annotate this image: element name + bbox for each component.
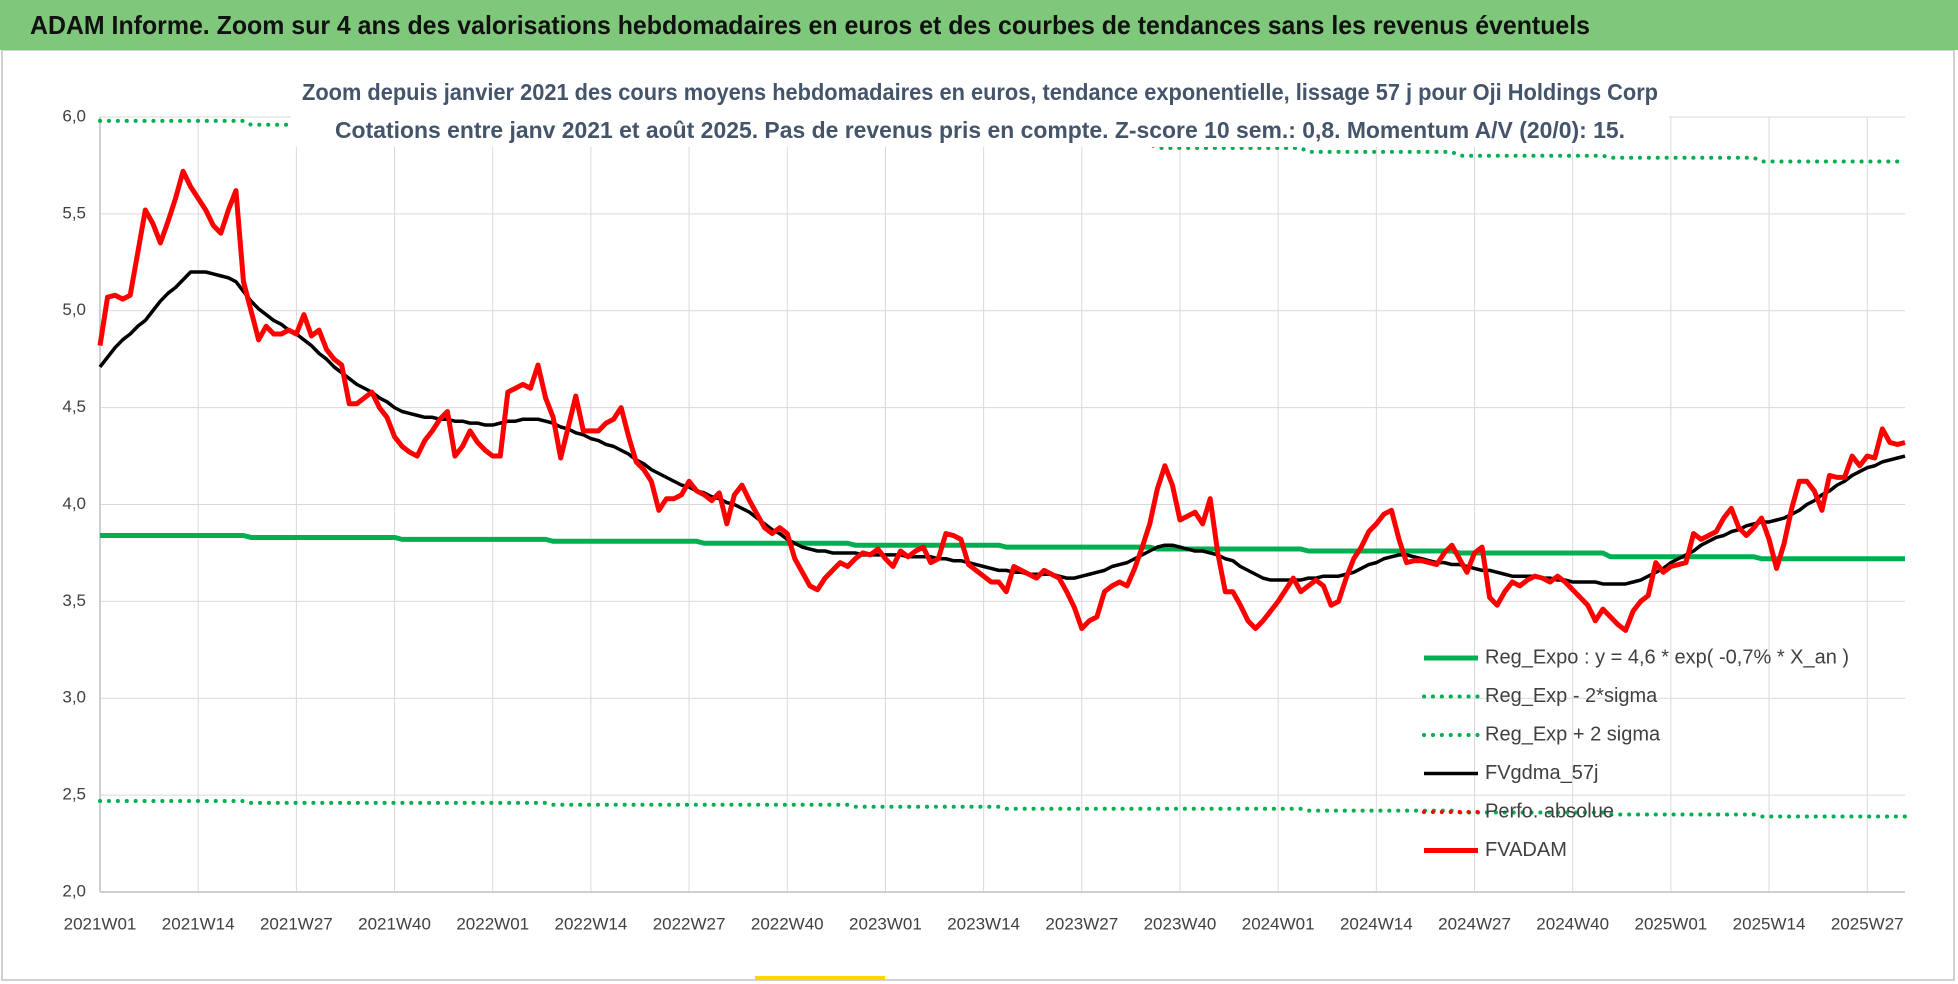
legend-label: FVADAM (1485, 839, 1567, 861)
x-tick-label: 2024W01 (1242, 914, 1315, 933)
x-tick-label: 2022W40 (751, 914, 824, 933)
x-tick-label: 2023W14 (947, 914, 1020, 933)
subtitle: Zoom depuis janvier 2021 des cours moyen… (302, 79, 1658, 105)
x-tick-label: 2022W27 (653, 914, 726, 933)
series-line (98, 270, 1906, 586)
y-tick-label: 4,5 (62, 397, 86, 416)
y-tick-label: 5,5 (62, 203, 86, 222)
x-tick-label: 2022W01 (456, 914, 529, 933)
x-tick-label: 2025W14 (1733, 914, 1806, 933)
x-tick-label: 2025W01 (1634, 914, 1707, 933)
banner (0, 0, 1958, 50)
y-tick-label: 2,5 (62, 785, 86, 804)
x-tick-label: 2023W01 (849, 914, 922, 933)
y-tick-label: 4,0 (62, 494, 86, 513)
y-tick-label: 5,0 (62, 300, 86, 319)
x-tick-label: 2021W14 (162, 914, 235, 933)
subtitle: Cotations entre janv 2021 et août 2025. … (335, 117, 1625, 143)
legend: Reg_Expo : y = 4,6 * exp( -0,7% * X_an )… (1422, 646, 1849, 861)
legend-label: Reg_Exp - 2*sigma (1485, 685, 1658, 707)
series-line (97, 168, 1906, 633)
subtitle-box (291, 74, 1669, 147)
x-tick-label: 2024W27 (1438, 914, 1511, 933)
series-line (98, 798, 1907, 819)
x-tick-label: 2024W40 (1536, 914, 1609, 933)
x-tick-label: 2021W27 (260, 914, 333, 933)
legend-label: Reg_Expo : y = 4,6 * exp( -0,7% * X_an ) (1485, 646, 1849, 668)
x-tick-label: 2023W27 (1045, 914, 1118, 933)
legend-label: FVgdma_57j (1485, 762, 1598, 784)
series-line (100, 533, 1905, 562)
x-tick-label: 2024W14 (1340, 914, 1413, 933)
y-tick-label: 3,5 (62, 591, 86, 610)
legend-label: Reg_Exp + 2 sigma (1485, 723, 1661, 745)
legend-label: Perfo. absolue (1485, 800, 1614, 822)
y-tick-label: 2,0 (62, 881, 86, 900)
chart-frame (1, 49, 1955, 981)
y-tick-label: 3,0 (62, 688, 86, 707)
plot-area: 2,0 2,5 3,0 3,5 4,0 4,5 5,0 5,5 6,0 2021W01 2021W1… (62, 106, 1907, 933)
x-tick-label: 2022W14 (555, 914, 628, 933)
x-tick-label: 2025W27 (1831, 914, 1904, 933)
x-tick-label: 2023W40 (1144, 914, 1217, 933)
y-tick-label: 6,0 (62, 106, 86, 125)
banner-title: ADAM Informe. Zoom sur 4 ans des valoris… (30, 10, 1590, 40)
x-tick-label: 2021W01 (64, 914, 137, 933)
x-tick-label: 2021W40 (358, 914, 431, 933)
